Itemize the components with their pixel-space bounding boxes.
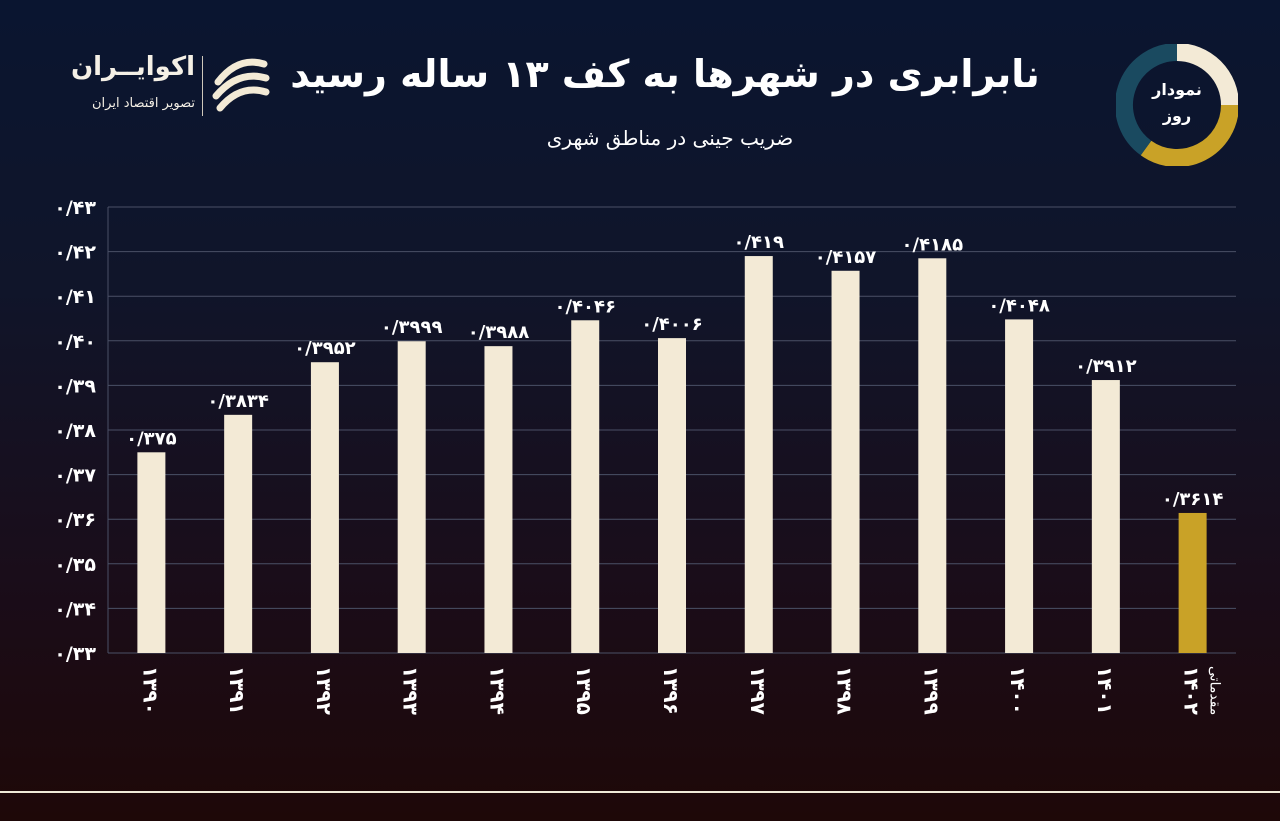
- brand-tagline: تصویر اقتصاد ایران: [92, 96, 195, 111]
- x-category-label: ۱۳۹۲: [312, 666, 336, 715]
- brand-logo-block: اکوایــران تصویر اقتصاد ایران: [50, 52, 280, 122]
- y-tick-label: ۰/۳۳: [54, 643, 96, 665]
- bar-value-label: ۰/۳۸۳۴: [207, 391, 269, 412]
- bar-value-label: ۰/۳۹۸۸: [468, 322, 530, 343]
- x-category-label: ۱۳۹۵: [572, 666, 596, 715]
- bar-6: [658, 338, 686, 653]
- labels-layer: ۰/۳۳ ۰/۳۴ ۰/۳۵ ۰/۳۶ ۰/۳۷ ۰/۳۸ ۰/۳۹ ۰/۴۰ ۰/۴۱ ۰/۴۲…: [54, 197, 1223, 715]
- y-tick-label: ۰/۳۴: [54, 598, 96, 620]
- bar-value-label: ۰/۳۶۱۴: [1162, 489, 1224, 510]
- y-tick-label: ۰/۴۳: [54, 197, 96, 219]
- badge-label: نمودار روز: [1116, 77, 1238, 129]
- badge-arc-gold: [1140, 104, 1238, 166]
- ecoiran-wave-logo-icon: [212, 58, 270, 112]
- y-tick-label: ۰/۳۶: [54, 509, 96, 531]
- x-category-label: ۱۳۹۷: [746, 666, 770, 715]
- bar-10: [1005, 319, 1034, 653]
- bar-value-label: ۰/۴۰۴۶: [554, 296, 616, 317]
- x-category-label: ۱۳۹۸: [833, 666, 857, 715]
- footer-divider: [0, 791, 1280, 793]
- bar-8: [831, 270, 860, 653]
- x-category-note: مقدماتی: [1207, 666, 1223, 715]
- bar-value-label: ۰/۴۰۴۸: [988, 295, 1050, 316]
- y-tick-label: ۰/۳۹: [54, 375, 96, 397]
- x-category-label: ۱۳۹۳: [399, 666, 423, 715]
- bar-2: [310, 362, 339, 653]
- brand-name: اکوایــران: [70, 52, 195, 82]
- bar-value-label: ۰/۴۱۵۷: [815, 247, 877, 268]
- bar-value-label: ۰/۳۹۹۹: [381, 317, 443, 338]
- chart-of-the-day-badge-icon: [1116, 44, 1238, 166]
- chart-subtitle: ضریب جینی در مناطق شهری: [546, 126, 794, 150]
- y-tick-label: ۰/۳۸: [54, 420, 96, 442]
- y-tick-label: ۰/۴۲: [54, 242, 96, 264]
- badge-arc-teal: [1116, 44, 1178, 156]
- bar-value-label: ۰/۳۹۵۲: [294, 338, 356, 359]
- x-category-label: ۱۳۹۹: [919, 666, 943, 715]
- x-category-label: ۱۳۹۱: [225, 666, 249, 715]
- bar-value-label: ۰/۴۱۹: [734, 232, 785, 253]
- x-category-label: ۱۳۹۶: [659, 666, 683, 715]
- bar-7: [744, 256, 773, 653]
- x-category-label: ۱۳۹۰: [138, 666, 162, 715]
- bar-value-label: ۰/۳۹۱۲: [1075, 356, 1137, 377]
- bar-value-label: ۰/۳۷۵: [126, 428, 177, 449]
- bars-layer: [137, 256, 1207, 653]
- x-category-label: ۱۴۰۱: [1093, 666, 1117, 715]
- brand-divider: [202, 56, 203, 116]
- y-tick-label: ۰/۴۰: [54, 331, 96, 353]
- bar-9: [918, 258, 947, 653]
- x-category-label: ۱۳۹۴: [485, 666, 509, 715]
- bar-0: [137, 452, 166, 653]
- badge-line2: روز: [1162, 106, 1192, 125]
- bar-4: [484, 346, 513, 653]
- y-tick-label: ۰/۳۵: [54, 554, 96, 576]
- x-category-label: ۱۴۰۰: [1006, 666, 1030, 715]
- bar-5: [571, 320, 600, 653]
- badge-line1: نمودار: [1152, 80, 1202, 99]
- bar-value-label: ۰/۴۱۸۵: [902, 234, 964, 255]
- bar-1: [224, 414, 253, 653]
- badge-arc-cream: [1176, 44, 1238, 106]
- gini-bar-chart: ۰/۳۳ ۰/۳۴ ۰/۳۵ ۰/۳۶ ۰/۳۷ ۰/۳۸ ۰/۳۹ ۰/۴۰ ۰/۴۱ ۰/۴۲…: [54, 197, 1236, 715]
- bar-12: [1178, 512, 1207, 653]
- bar-11: [1091, 380, 1120, 653]
- bar-3: [397, 341, 426, 653]
- bar-value-label: ۰/۴۰۰۶: [641, 314, 703, 335]
- chart-title: نابرابری در شهرها به کف ۱۳ ساله رسید: [290, 52, 1040, 96]
- x-category-label: ۱۴۰۲: [1180, 666, 1204, 715]
- y-tick-label: ۰/۴۱: [54, 286, 96, 308]
- y-tick-label: ۰/۳۷: [54, 465, 96, 487]
